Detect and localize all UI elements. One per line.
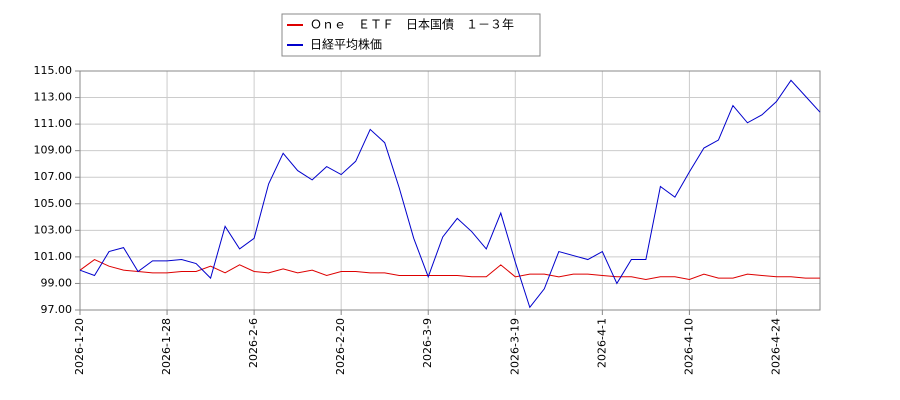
- legend-box: [281, 13, 541, 57]
- x-tick-label: 2026-4-10: [682, 318, 695, 375]
- y-tick-label: 107.00: [34, 170, 73, 183]
- series-line: [79, 258, 820, 280]
- legend-label: 日経平均株価: [310, 37, 382, 52]
- y-tick-label: 101.00: [34, 250, 73, 263]
- y-tick-label: 115.00: [34, 64, 73, 77]
- x-tick-label: 2026-3-9: [421, 318, 434, 368]
- x-tick-label: 2026-2-6: [247, 318, 260, 368]
- y-tick-label: 103.00: [34, 223, 73, 236]
- x-tick-label: 2026-3-19: [508, 318, 521, 375]
- y-tick-label: 105.00: [34, 197, 73, 210]
- y-tick-label: 99.00: [41, 276, 73, 289]
- plot-frame: [79, 70, 821, 311]
- y-tick-label: 111.00: [34, 117, 73, 130]
- series-line: [79, 79, 821, 309]
- x-tick-label: 2026-4-1: [595, 318, 608, 368]
- y-tick-label: 113.00: [34, 91, 73, 104]
- y-tick-label: 97.00: [41, 303, 73, 316]
- x-tick-label: 2026-2-20: [334, 318, 347, 375]
- y-tick-label: 109.00: [34, 144, 73, 157]
- x-tick-label: 2026-1-28: [160, 318, 173, 375]
- x-tick-label: 2026-4-24: [769, 318, 782, 375]
- x-tick-label: 2026-1-20: [73, 318, 86, 375]
- legend-label: Ｏｎｅ ＥＴＦ 日本国債 １－３年: [310, 17, 514, 32]
